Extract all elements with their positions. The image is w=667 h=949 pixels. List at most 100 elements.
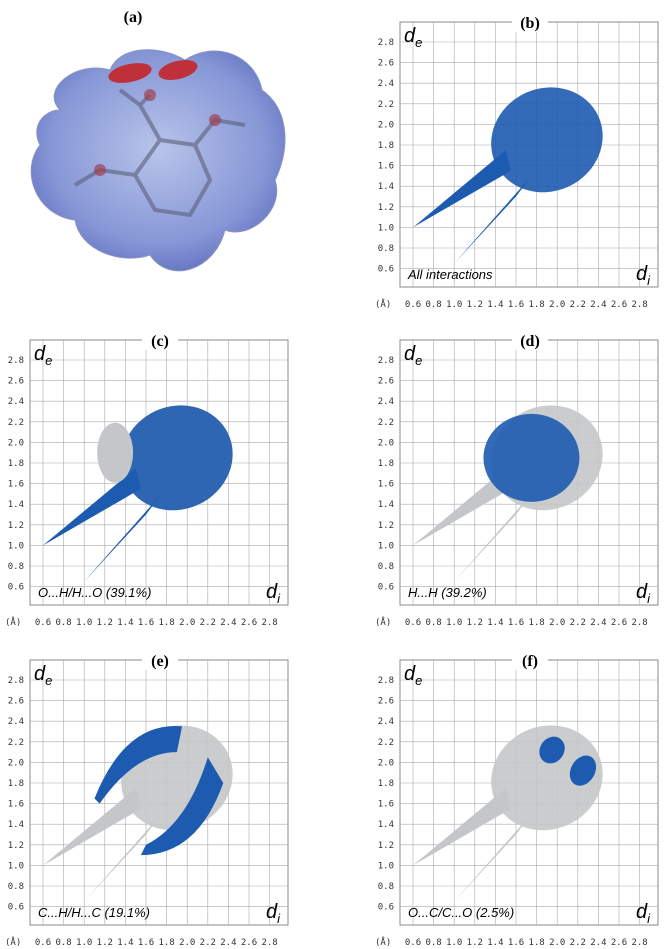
x-tick-label: 2.2 xyxy=(200,938,216,948)
y-tick-label: 0.8 xyxy=(378,562,394,572)
y-tick-label: 1.4 xyxy=(378,500,394,510)
x-unit: (Å) xyxy=(375,936,391,948)
x-tick-label: 0.8 xyxy=(55,938,71,948)
x-tick-label: 0.6 xyxy=(405,618,421,628)
y-tick-label: 1.0 xyxy=(378,223,394,233)
y-tick-label: 2.6 xyxy=(378,59,394,69)
fingerprint-plot: 2.82.62.42.22.01.81.61.41.21.00.80.6(Å)0… xyxy=(375,14,658,310)
x-tick-label: 0.8 xyxy=(425,618,441,628)
x-tick-label: 2.6 xyxy=(611,618,627,628)
panel-label: (e) xyxy=(151,653,169,670)
x-tick-label: 1.6 xyxy=(138,618,154,628)
x-tick-label: 1.4 xyxy=(117,938,133,948)
x-tick-label: 0.6 xyxy=(35,938,51,948)
y-tick-label: 0.8 xyxy=(8,882,24,892)
y-tick-label: 0.6 xyxy=(8,583,24,593)
figure: (a) 2.8 2.6 2.4 2.2 2.0 1.8 1.6 1.4 1.2 1.0 0.8 0.6… xyxy=(0,0,667,949)
x-tick-label: 2.2 xyxy=(570,300,586,310)
y-tick-label: 0.8 xyxy=(378,244,394,254)
y-tick-label: 1.0 xyxy=(378,541,394,551)
cloud xyxy=(483,414,579,502)
y-tick-label: 2.0 xyxy=(378,758,394,768)
y-tick-label: 0.6 xyxy=(378,903,394,913)
y-tick-label: 1.4 xyxy=(378,820,394,830)
y-tick-label: 2.2 xyxy=(8,738,24,748)
y-tick-label: 1.4 xyxy=(8,820,24,830)
y-tick-label: 1.6 xyxy=(378,800,394,810)
y-tick-label: 2.8 xyxy=(378,676,394,686)
y-tick-label: 1.2 xyxy=(378,841,394,851)
y-tick-label: 1.8 xyxy=(8,779,24,789)
y-tick-label: 2.4 xyxy=(8,397,24,407)
x-tick-label: 2.2 xyxy=(570,938,586,948)
y-tick-label: 2.0 xyxy=(8,758,24,768)
caption: All interactions xyxy=(407,267,493,282)
x-unit: (Å) xyxy=(375,298,391,310)
x-tick-label: 2.2 xyxy=(570,618,586,628)
y-tick-label: 1.2 xyxy=(378,203,394,213)
x-tick-label: 0.6 xyxy=(35,618,51,628)
x-tick-label: 2.2 xyxy=(200,618,216,628)
x-tick-label: 1.8 xyxy=(158,618,174,628)
y-tick-label: 0.8 xyxy=(378,882,394,892)
y-tick-label: 2.0 xyxy=(378,438,394,448)
panel-label: (b) xyxy=(520,15,540,32)
y-tick-label: 2.2 xyxy=(378,738,394,748)
x-tick-label: 2.8 xyxy=(261,618,277,628)
caption: O...H/H...O (39.1%) xyxy=(38,585,151,600)
y-tick-label: 2.8 xyxy=(378,356,394,366)
x-tick-label: 2.4 xyxy=(220,938,236,948)
y-tick-label: 2.4 xyxy=(378,397,394,407)
x-tick-label: 2.8 xyxy=(631,300,647,310)
x-tick-label: 1.2 xyxy=(97,938,113,948)
x-tick-label: 1.0 xyxy=(446,618,462,628)
y-tick-label: 1.2 xyxy=(378,521,394,531)
panel-label: (d) xyxy=(520,333,540,350)
x-unit: (Å) xyxy=(375,616,391,628)
x-tick-label: 1.0 xyxy=(446,300,462,310)
x-unit: (Å) xyxy=(5,616,21,628)
caption: H...H (39.2%) xyxy=(408,585,487,600)
y-tick-label: 1.0 xyxy=(8,861,24,871)
x-tick-label: 1.4 xyxy=(487,618,503,628)
y-tick-label: 2.6 xyxy=(378,697,394,707)
x-tick-label: 2.8 xyxy=(631,618,647,628)
y-tick-label: 2.2 xyxy=(378,418,394,428)
y-tick-label: 2.6 xyxy=(8,697,24,707)
y-tick-label: 1.4 xyxy=(378,182,394,192)
cloud xyxy=(97,423,133,483)
x-tick-label: 1.0 xyxy=(76,618,92,628)
x-tick-label: 1.8 xyxy=(528,300,544,310)
y-tick-label: 1.8 xyxy=(8,459,24,469)
y-tick-label: 2.2 xyxy=(8,418,24,428)
x-tick-label: 2.0 xyxy=(549,938,565,948)
x-tick-label: 1.8 xyxy=(528,618,544,628)
x-tick-label: 2.0 xyxy=(179,938,195,948)
y-tick-label: 1.8 xyxy=(378,141,394,151)
hirshfeld-surface xyxy=(31,50,285,271)
fingerprint-plot: 2.82.62.42.22.01.81.61.41.21.00.80.6(Å)0… xyxy=(5,652,288,948)
x-tick-label: 2.4 xyxy=(220,618,236,628)
x-unit: (Å) xyxy=(5,936,21,948)
y-tick-label: 2.6 xyxy=(378,377,394,387)
y-tick-label: 0.6 xyxy=(378,583,394,593)
caption: O...C/C...O (2.5%) xyxy=(408,905,514,920)
x-tick-label: 1.4 xyxy=(487,938,503,948)
x-tick-label: 0.6 xyxy=(405,938,421,948)
x-tick-label: 1.4 xyxy=(117,618,133,628)
y-tick-label: 1.6 xyxy=(8,480,24,490)
x-tick-label: 0.8 xyxy=(425,300,441,310)
panel-label: (a) xyxy=(124,9,143,26)
y-tick-label: 2.8 xyxy=(8,676,24,686)
x-tick-label: 1.6 xyxy=(508,618,524,628)
x-tick-label: 0.8 xyxy=(425,938,441,948)
x-tick-label: 2.0 xyxy=(549,618,565,628)
x-tick-label: 2.6 xyxy=(241,938,257,948)
fingerprint-plot: 2.82.62.42.22.01.81.61.41.21.00.80.6(Å)0… xyxy=(5,332,288,628)
y-tick-label: 2.8 xyxy=(8,356,24,366)
y-tick-label: 1.2 xyxy=(8,521,24,531)
x-tick-label: 2.0 xyxy=(549,300,565,310)
x-tick-label: 1.6 xyxy=(508,300,524,310)
y-tick-label: 0.6 xyxy=(378,265,394,275)
fingerprint-plot: 2.8 2.6 2.4 2.2 2.0 1.8 1.6 1.4 1.2 1.0 0.8 0.6 (Å) 0… xyxy=(375,332,658,628)
